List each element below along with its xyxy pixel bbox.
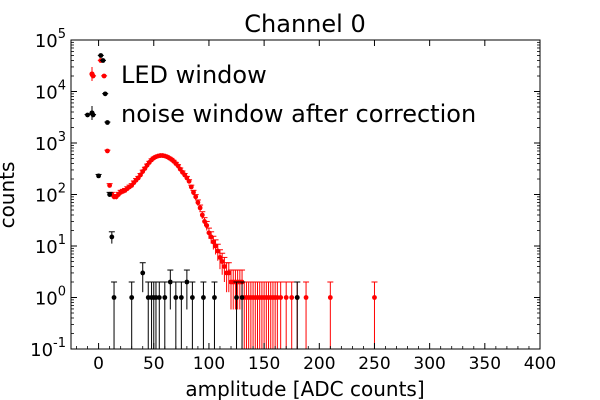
data-point xyxy=(193,194,199,200)
data-point xyxy=(156,295,162,300)
x-axis-ticks: 0 50 100 150 200 250 300 350 400 xyxy=(76,40,556,374)
data-point xyxy=(234,295,239,300)
data-point xyxy=(221,264,227,269)
y-tick-label: 10-1 xyxy=(30,336,66,361)
data-point xyxy=(105,148,110,154)
data-point xyxy=(289,295,295,300)
x-tick-label: 250 xyxy=(358,354,390,374)
y-tick-label: 103 xyxy=(35,130,66,155)
y-axis-ticks: 10-1 100 101 102 103 104 105 xyxy=(30,27,540,361)
legend-marker xyxy=(89,110,95,116)
data-point xyxy=(219,259,225,264)
data-point xyxy=(283,295,289,300)
data-point xyxy=(189,295,195,300)
data-point xyxy=(101,73,107,79)
data-point xyxy=(167,279,173,285)
y-tick-label: 101 xyxy=(35,233,66,258)
x-tick-label: 400 xyxy=(524,354,556,374)
y-axis-label: counts xyxy=(0,162,19,229)
x-tick-label: 150 xyxy=(248,354,280,374)
data-point xyxy=(107,192,113,197)
data-point xyxy=(173,295,179,300)
legend-label: LED window xyxy=(121,61,267,89)
x-tick-label: 300 xyxy=(413,354,445,374)
data-point xyxy=(197,205,203,211)
data-point xyxy=(145,295,151,300)
x-tick-label: 50 xyxy=(143,354,165,374)
data-marks xyxy=(84,53,378,349)
data-point xyxy=(138,172,143,178)
data-point xyxy=(100,58,106,63)
data-point xyxy=(303,295,309,300)
data-point xyxy=(186,178,192,184)
data-point xyxy=(239,295,245,300)
y-tick-label: 102 xyxy=(35,182,66,207)
data-point xyxy=(111,295,117,300)
data-point xyxy=(178,295,184,300)
data-point xyxy=(153,295,159,300)
y-tick-label: 105 xyxy=(35,27,66,52)
data-point xyxy=(105,120,110,125)
data-point xyxy=(327,295,333,300)
data-point xyxy=(107,183,113,188)
data-point xyxy=(195,200,201,205)
data-point xyxy=(274,295,280,300)
data-point xyxy=(213,243,218,249)
data-point xyxy=(278,295,284,300)
x-axis-label: amplitude [ADC counts] xyxy=(185,377,424,400)
data-point xyxy=(98,53,104,58)
chart-title: Channel 0 xyxy=(244,10,365,38)
data-point xyxy=(372,295,377,300)
x-tick-label: 200 xyxy=(303,354,335,374)
legend-label: noise window after correction xyxy=(121,100,476,128)
data-point xyxy=(201,295,206,300)
x-tick-label: 100 xyxy=(193,354,225,374)
data-point xyxy=(140,270,146,276)
data-point xyxy=(204,223,210,228)
data-point xyxy=(226,270,232,276)
data-point xyxy=(212,295,217,300)
data-point xyxy=(188,184,194,190)
data-point xyxy=(199,212,205,218)
data-point xyxy=(184,279,190,285)
data-point xyxy=(102,91,108,97)
data-point xyxy=(184,175,190,181)
data-point xyxy=(96,173,101,179)
y-tick-label: 104 xyxy=(35,79,66,104)
data-point xyxy=(206,230,212,236)
series-0 xyxy=(90,58,378,349)
data-point xyxy=(217,255,223,260)
data-point xyxy=(109,234,115,240)
data-point xyxy=(208,234,214,240)
data-point xyxy=(294,295,300,300)
series-1 xyxy=(84,53,301,349)
data-point xyxy=(129,295,135,300)
x-tick-label: 0 xyxy=(93,354,104,374)
y-tick-label: 100 xyxy=(35,285,66,310)
legend-marker xyxy=(89,71,95,77)
data-point xyxy=(85,112,90,118)
data-point xyxy=(191,189,196,195)
x-tick-label: 350 xyxy=(469,354,501,374)
data-point xyxy=(162,295,168,300)
data-point xyxy=(210,239,216,245)
legend: LED window noise window after correction xyxy=(89,61,476,128)
